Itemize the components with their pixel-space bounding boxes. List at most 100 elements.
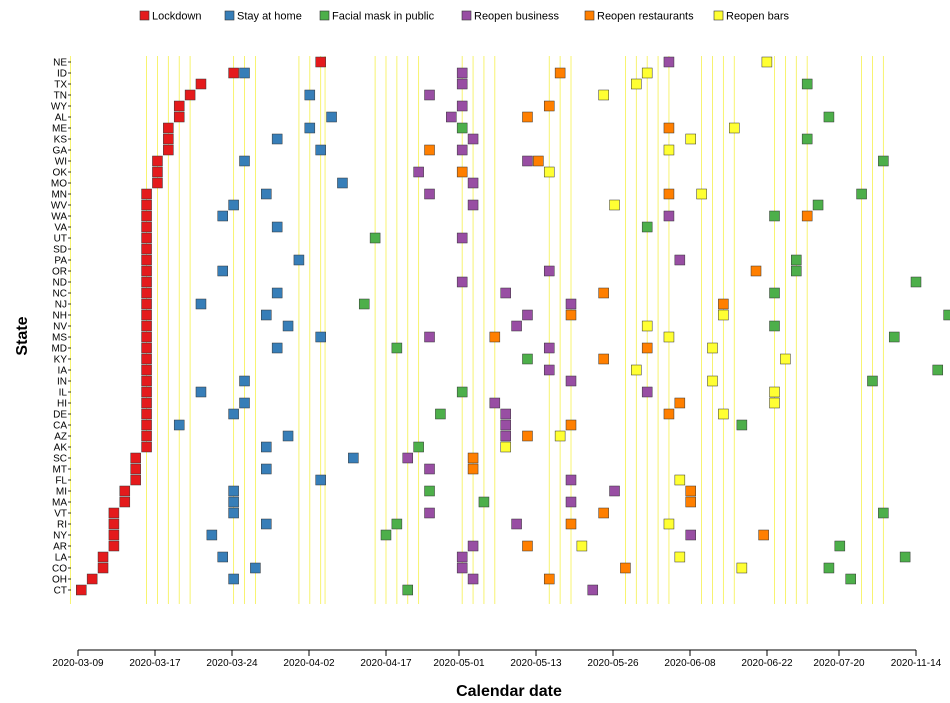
marker-AZ-bars [554,430,566,442]
marker-NC-restaurants [598,287,609,299]
marker-ND-lockdown [141,276,152,288]
marker-MS-bars [663,331,675,343]
marker-MN-lockdown [141,188,152,200]
marker-OK-lockdown [152,166,163,178]
marker-VT-stay [228,507,239,519]
marker-UT-lockdown [141,232,152,244]
marker-RI-bars [663,518,675,530]
state-label-WA: WA [51,212,67,223]
state-label-SC: SC [53,454,67,465]
marker-ME-bars [729,122,740,134]
marker-MO-stay [337,177,348,189]
marker-FL-stay [315,474,326,486]
marker-HI-bars [769,397,780,409]
state-label-NV: NV [53,322,67,333]
marker-ME-mask [456,122,468,134]
marker-LA-business [456,551,468,563]
marker-KS-stay [271,133,283,145]
legend-swatch-bars [713,10,724,21]
marker-NV-mask [769,320,780,332]
marker-KS-bars [685,133,696,145]
state-label-FL: FL [55,476,67,487]
marker-FL-lockdown [130,474,141,486]
marker-RI-lockdown [108,518,120,530]
marker-OR-stay [217,265,228,277]
legend-swatch-mask [319,10,330,21]
marker-MA-business [565,496,577,508]
marker-CA-restaurants [565,419,577,431]
marker-MS-mask [888,331,900,343]
marker-IA-business [543,364,555,376]
x-axis-title: Calendar date [456,683,562,700]
marker-OK-bars [543,166,555,178]
marker-NV-stay [282,320,294,332]
marker-ID-restaurants [554,67,566,79]
y-axis-title: State [14,316,31,355]
marker-LA-lockdown [97,551,109,563]
marker-IA-lockdown [141,364,152,376]
marker-NH-business [522,309,533,321]
state-label-ME: ME [52,124,67,135]
marker-OK-business [413,166,424,178]
marker-IA-mask [932,364,944,376]
marker-AR-mask [834,540,846,552]
marker-AK-lockdown [141,441,152,453]
marker-PA-lockdown [141,254,152,266]
marker-RI-restaurants [565,518,577,530]
marker-AK-mask [413,441,424,453]
x-tick-label: 2020-03-09 [52,658,104,669]
marker-NJ-mask [358,298,370,310]
state-label-CO: CO [52,564,67,575]
marker-IL-mask [456,386,468,398]
marker-AK-bars [500,441,511,453]
state-label-LA: LA [55,553,68,564]
state-label-IA: IA [58,366,68,377]
marker-MS-business [424,331,435,343]
state-label-AK: AK [54,443,68,454]
state-label-TN: TN [54,91,67,102]
x-axis: 2020-03-09 2020-03-17 2020-03-24 2020-04-02… [52,649,942,669]
marker-MO-lockdown [152,177,163,189]
state-label-NE: NE [53,58,67,69]
marker-IN-bars [707,375,718,387]
marker-IN-lockdown [141,375,152,387]
marker-MI-mask [424,485,435,497]
state-label-GA: GA [53,146,68,157]
marker-OR-restaurants [750,265,762,277]
marker-HI-lockdown [141,397,152,409]
marker-DE-restaurants [663,408,675,420]
state-label-DE: DE [53,410,67,421]
x-tick-label: 2020-11-14 [891,658,942,669]
marker-CA-stay [173,419,185,431]
x-tick-label: 2020-06-22 [741,658,793,669]
x-tick-label: 2020-04-02 [283,658,335,669]
state-label-MN: MN [51,190,67,201]
marker-AK-stay [261,441,272,453]
marker-DE-mask [435,408,446,420]
state-label-HI: HI [57,399,67,410]
state-label-OH: OH [52,575,67,586]
marker-NY-business [685,529,696,541]
marker-TN-bars [598,89,609,101]
marker-VT-restaurants [598,507,609,519]
marker-CT-mask [402,584,414,596]
marker-AL-lockdown [173,111,185,123]
legend-swatch-lockdown [139,10,150,21]
marker-NV-bars [641,320,653,332]
legend-label-bars: Reopen bars [726,11,789,23]
state-label-IL: IL [59,388,68,399]
marker-CT-lockdown [76,584,87,596]
marker-CO-lockdown [97,562,109,574]
marker-AL-restaurants [522,111,533,123]
marker-TN-lockdown [184,89,196,101]
state-label-OR: OR [52,267,67,278]
marker-KS-lockdown [163,133,174,145]
state-labels: NEIDTXTNWYALMEKSGAWIOKMOMNWVWAVAUTSDPAOR… [51,58,71,597]
legend: Lockdown Stay at home Facial mask in publi… [139,10,789,23]
marker-FL-business [565,474,577,486]
marker-WA-restaurants [801,210,813,222]
marker-MI-lockdown [119,485,131,497]
marker-MD-mask [391,342,403,354]
marker-NC-lockdown [141,287,152,299]
